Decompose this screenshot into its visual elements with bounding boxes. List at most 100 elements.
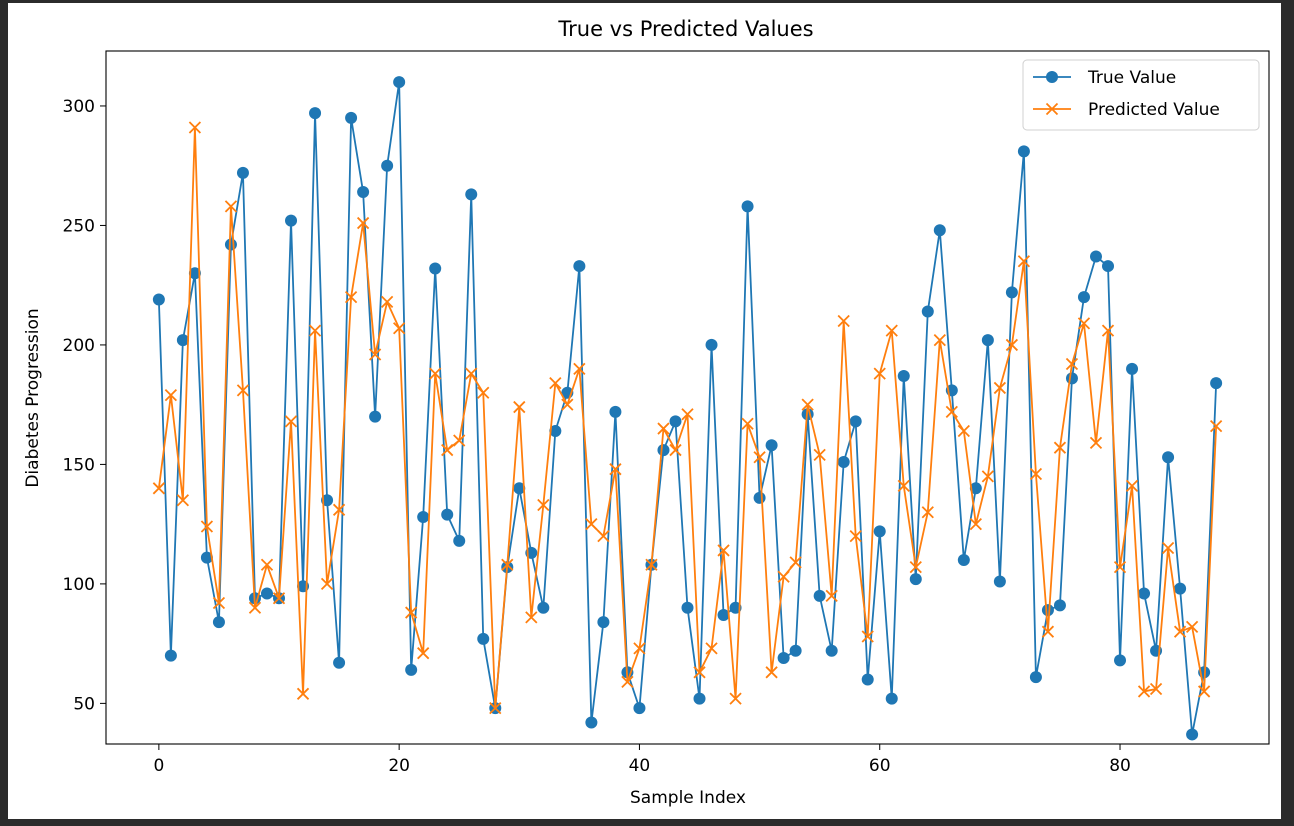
data-point	[188, 267, 201, 280]
data-point	[801, 398, 814, 411]
data-point	[993, 381, 1007, 395]
data-point	[224, 200, 238, 213]
data-point	[260, 558, 274, 571]
data-point	[272, 592, 286, 605]
data-point	[1197, 685, 1211, 698]
data-point	[368, 348, 382, 361]
data-point	[477, 632, 490, 645]
data-point	[825, 589, 838, 602]
data-point	[285, 214, 298, 227]
legend-label: Predicted Value	[1088, 100, 1220, 120]
data-point	[164, 388, 178, 402]
x-tick-label: 0	[153, 756, 164, 776]
data-point	[873, 525, 886, 538]
data-point	[705, 642, 718, 655]
data-point	[777, 651, 790, 664]
data-point	[1077, 317, 1091, 330]
x-tick-label: 20	[388, 756, 410, 776]
data-point	[309, 107, 322, 120]
data-point	[933, 224, 946, 237]
line-chart: True vs Predicted Values 0 20 40 60 80 50 100…	[23, 17, 1270, 808]
data-point	[585, 716, 598, 729]
data-point	[813, 589, 826, 602]
y-tick-label: 100	[63, 575, 95, 595]
data-point	[1126, 362, 1139, 375]
data-point	[609, 405, 622, 418]
data-point	[1125, 479, 1139, 493]
legend-marker	[1045, 102, 1059, 116]
y-tick-label: 50	[73, 694, 95, 714]
data-point	[1053, 441, 1067, 454]
data-point	[633, 642, 646, 655]
data-point	[1113, 561, 1127, 574]
data-point	[200, 551, 213, 564]
data-point	[573, 362, 586, 375]
data-point	[717, 608, 730, 621]
data-point	[705, 338, 718, 351]
data-point	[1089, 250, 1102, 263]
legend-marker	[1046, 71, 1058, 83]
data-point	[669, 443, 682, 457]
data-point	[621, 675, 634, 689]
data-point	[320, 577, 334, 591]
data-point	[1029, 671, 1042, 684]
data-point	[236, 166, 249, 179]
axes-frame	[105, 50, 1270, 745]
data-point	[765, 666, 778, 679]
chart-title: True vs Predicted Values	[557, 17, 813, 41]
data-point	[417, 647, 430, 660]
data-point	[1138, 587, 1151, 600]
data-point	[765, 439, 778, 452]
data-point	[561, 398, 574, 411]
data-point	[549, 424, 562, 437]
data-point	[1161, 541, 1175, 555]
data-point	[453, 534, 466, 547]
series-line-1	[157, 81, 1218, 736]
data-point	[1041, 625, 1055, 638]
data-point	[993, 575, 1006, 588]
legend: True Value Predicted Value	[1022, 59, 1260, 131]
data-point	[549, 377, 562, 390]
data-point	[1173, 625, 1187, 638]
data-point	[813, 448, 826, 461]
data-point	[1017, 145, 1030, 158]
data-point	[741, 200, 754, 213]
data-point	[585, 518, 598, 531]
data-point	[465, 367, 478, 380]
data-point	[1185, 620, 1199, 634]
y-axis-label: Diabetes Progression	[23, 308, 43, 487]
data-point	[164, 649, 177, 662]
data-point	[909, 561, 922, 574]
data-point	[837, 456, 850, 469]
data-point	[1174, 582, 1187, 595]
data-point	[717, 544, 730, 557]
data-point	[741, 417, 754, 430]
data-point	[957, 424, 970, 438]
data-point	[393, 322, 406, 335]
data-point	[1210, 420, 1223, 433]
data-point	[945, 405, 958, 418]
data-point	[405, 606, 418, 619]
data-point	[1005, 338, 1019, 352]
data-point	[693, 666, 706, 679]
data-point	[981, 470, 994, 483]
chart-frame: True vs Predicted Values 0 20 40 60 80 50 100…	[8, 3, 1281, 819]
data-point	[453, 434, 466, 447]
data-point	[777, 570, 790, 583]
data-point	[645, 558, 658, 571]
data-point	[1210, 377, 1223, 390]
data-point	[224, 238, 237, 251]
data-point	[200, 520, 214, 533]
legend-box	[1022, 59, 1260, 131]
data-point	[981, 334, 994, 347]
data-point	[284, 415, 298, 428]
data-point	[381, 159, 394, 172]
data-point	[609, 463, 622, 476]
data-point	[152, 482, 166, 495]
data-point	[681, 601, 694, 614]
x-axis: 0 20 40 60 80	[153, 744, 1131, 776]
data-point	[597, 529, 610, 543]
data-point	[669, 415, 682, 428]
data-point	[753, 451, 766, 464]
data-point	[921, 506, 934, 519]
